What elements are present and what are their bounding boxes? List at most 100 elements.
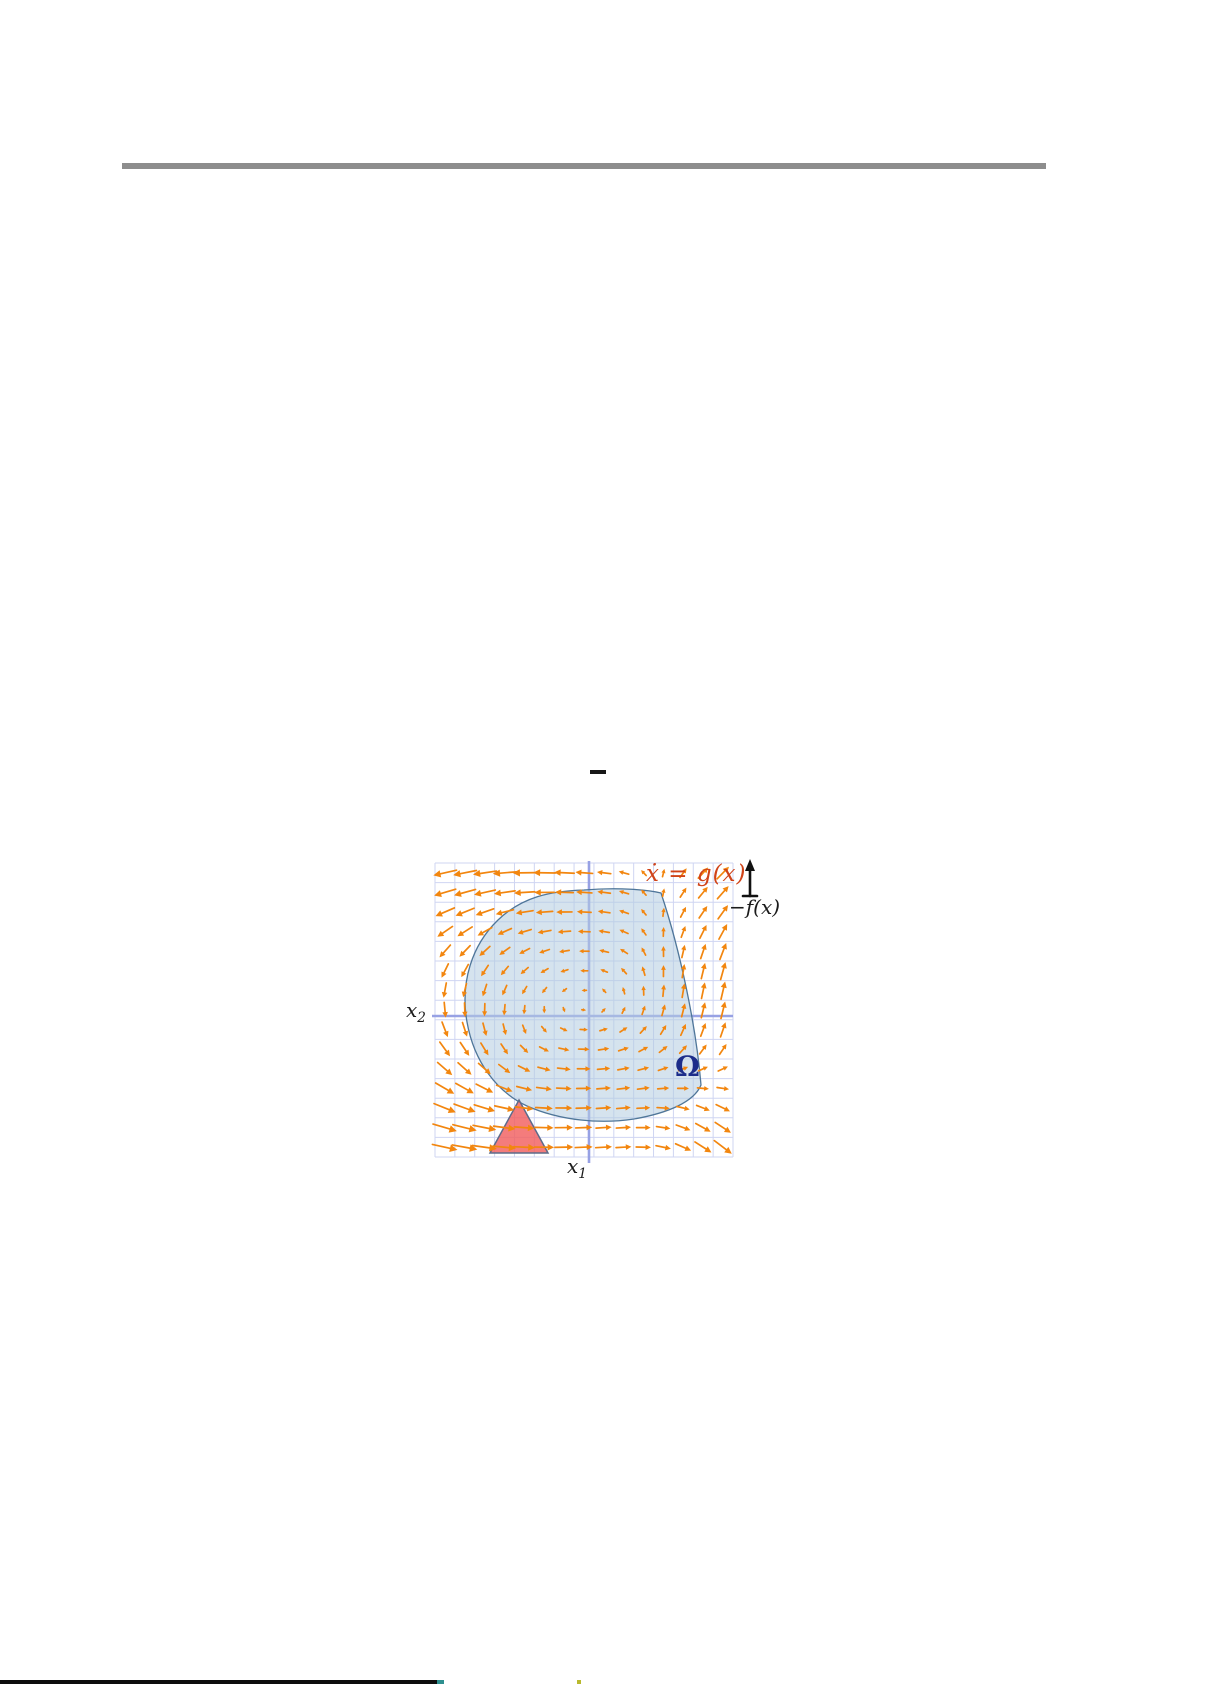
- field-arrow: [461, 1021, 469, 1037]
- field-arrow: [512, 869, 537, 877]
- field-arrow: [459, 944, 472, 957]
- field-arrow: [575, 1105, 592, 1111]
- field-arrow: [661, 984, 666, 998]
- field-arrow: [475, 1083, 494, 1093]
- field-arrow: [661, 907, 666, 918]
- field-arrow: [717, 905, 729, 920]
- field-arrow: [637, 1066, 650, 1072]
- field-arrow: [477, 1062, 491, 1075]
- field-arrow: [556, 909, 573, 915]
- y-axis-label-base: x: [406, 998, 418, 1022]
- field-arrow: [581, 1008, 587, 1012]
- field-arrow: [554, 1124, 573, 1131]
- field-arrow: [432, 1123, 457, 1133]
- field-arrow: [452, 1123, 477, 1133]
- field-arrow: [661, 868, 666, 878]
- field-arrow: [455, 907, 475, 917]
- field-arrow: [522, 985, 528, 995]
- field-arrow: [699, 943, 707, 960]
- field-arrow: [661, 888, 666, 898]
- field-arrow: [661, 946, 666, 958]
- field-arrow: [620, 948, 629, 955]
- field-arrow: [500, 965, 510, 976]
- field-arrow: [560, 968, 569, 973]
- field-arrow: [718, 1044, 727, 1056]
- field-arrow: [499, 946, 511, 955]
- field-arrow: [461, 982, 468, 998]
- field-arrow: [679, 906, 687, 918]
- field-arrow: [678, 1045, 687, 1055]
- field-arrow: [595, 1124, 612, 1131]
- y-axis-label-subscript: 2: [417, 1010, 426, 1026]
- field-arrow: [641, 1005, 646, 1016]
- field-arrow: [679, 1023, 687, 1037]
- field-arrow: [435, 907, 456, 917]
- field-arrow: [436, 1061, 453, 1076]
- field-arrow: [434, 1082, 455, 1094]
- field-arrow: [579, 948, 590, 954]
- field-arrow: [599, 948, 610, 954]
- field-arrow: [639, 1026, 647, 1034]
- field-arrow: [596, 1085, 611, 1091]
- field-arrow: [471, 1144, 497, 1152]
- field-arrow: [656, 1085, 670, 1091]
- field-arrow: [676, 1105, 690, 1111]
- field-arrow: [597, 1046, 610, 1052]
- field-arrow: [533, 1144, 555, 1151]
- field-arrow: [638, 1046, 649, 1053]
- field-arrow: [519, 1044, 529, 1054]
- field-arrow: [599, 1027, 608, 1032]
- field-arrow: [679, 868, 687, 879]
- field-arrow: [535, 1085, 552, 1092]
- bottom-page-rule: [0, 1680, 437, 1684]
- field-arrow: [716, 866, 729, 880]
- field-arrow: [719, 1022, 727, 1038]
- field-arrow: [676, 1086, 689, 1091]
- field-arrow: [680, 983, 687, 999]
- field-arrow: [474, 889, 497, 897]
- field-arrow: [641, 889, 647, 897]
- field-arrow: [521, 1024, 527, 1034]
- field-arrow: [717, 1066, 728, 1072]
- field-arrow: [700, 982, 707, 1000]
- field-arrow: [575, 869, 594, 876]
- field-arrow: [557, 929, 572, 935]
- field-arrow: [540, 967, 549, 974]
- field-arrow: [574, 1144, 593, 1151]
- field-arrow: [533, 869, 557, 877]
- field-arrow: [437, 925, 454, 937]
- bottom-rule-teal-tip: [437, 1680, 444, 1684]
- field-arrow: [661, 926, 666, 938]
- field-arrow: [641, 909, 647, 916]
- field-arrow: [715, 1103, 730, 1112]
- field-arrow: [601, 1008, 606, 1013]
- field-arrow: [698, 1044, 707, 1055]
- omega-region-label: Ω: [675, 1050, 700, 1083]
- field-arrow: [619, 1027, 628, 1033]
- x-axis-label-base: x: [567, 1154, 579, 1178]
- field-arrow: [520, 966, 530, 975]
- field-arrow: [558, 1047, 570, 1052]
- field-arrow: [459, 1041, 470, 1056]
- field-arrow: [621, 986, 626, 995]
- field-equation-label: ẋ = g(x): [646, 861, 747, 887]
- field-arrow: [718, 924, 728, 940]
- field-arrow: [575, 1085, 592, 1092]
- field-arrow: [519, 947, 531, 954]
- field-arrow: [494, 889, 516, 897]
- field-arrow: [655, 1144, 671, 1151]
- field-arrow: [477, 926, 493, 936]
- field-arrow: [441, 1021, 449, 1038]
- field-arrow: [492, 1124, 516, 1132]
- field-arrow: [577, 1046, 590, 1052]
- field-arrow: [457, 926, 473, 937]
- field-arrow: [720, 1001, 727, 1020]
- bottom-small-tick: [577, 1680, 581, 1684]
- field-arrow: [453, 1103, 476, 1113]
- field-arrow: [517, 1065, 531, 1072]
- field-arrow: [677, 1066, 689, 1072]
- field-arrow: [597, 869, 612, 876]
- field-arrow: [641, 947, 647, 956]
- field-arrow: [615, 1144, 632, 1150]
